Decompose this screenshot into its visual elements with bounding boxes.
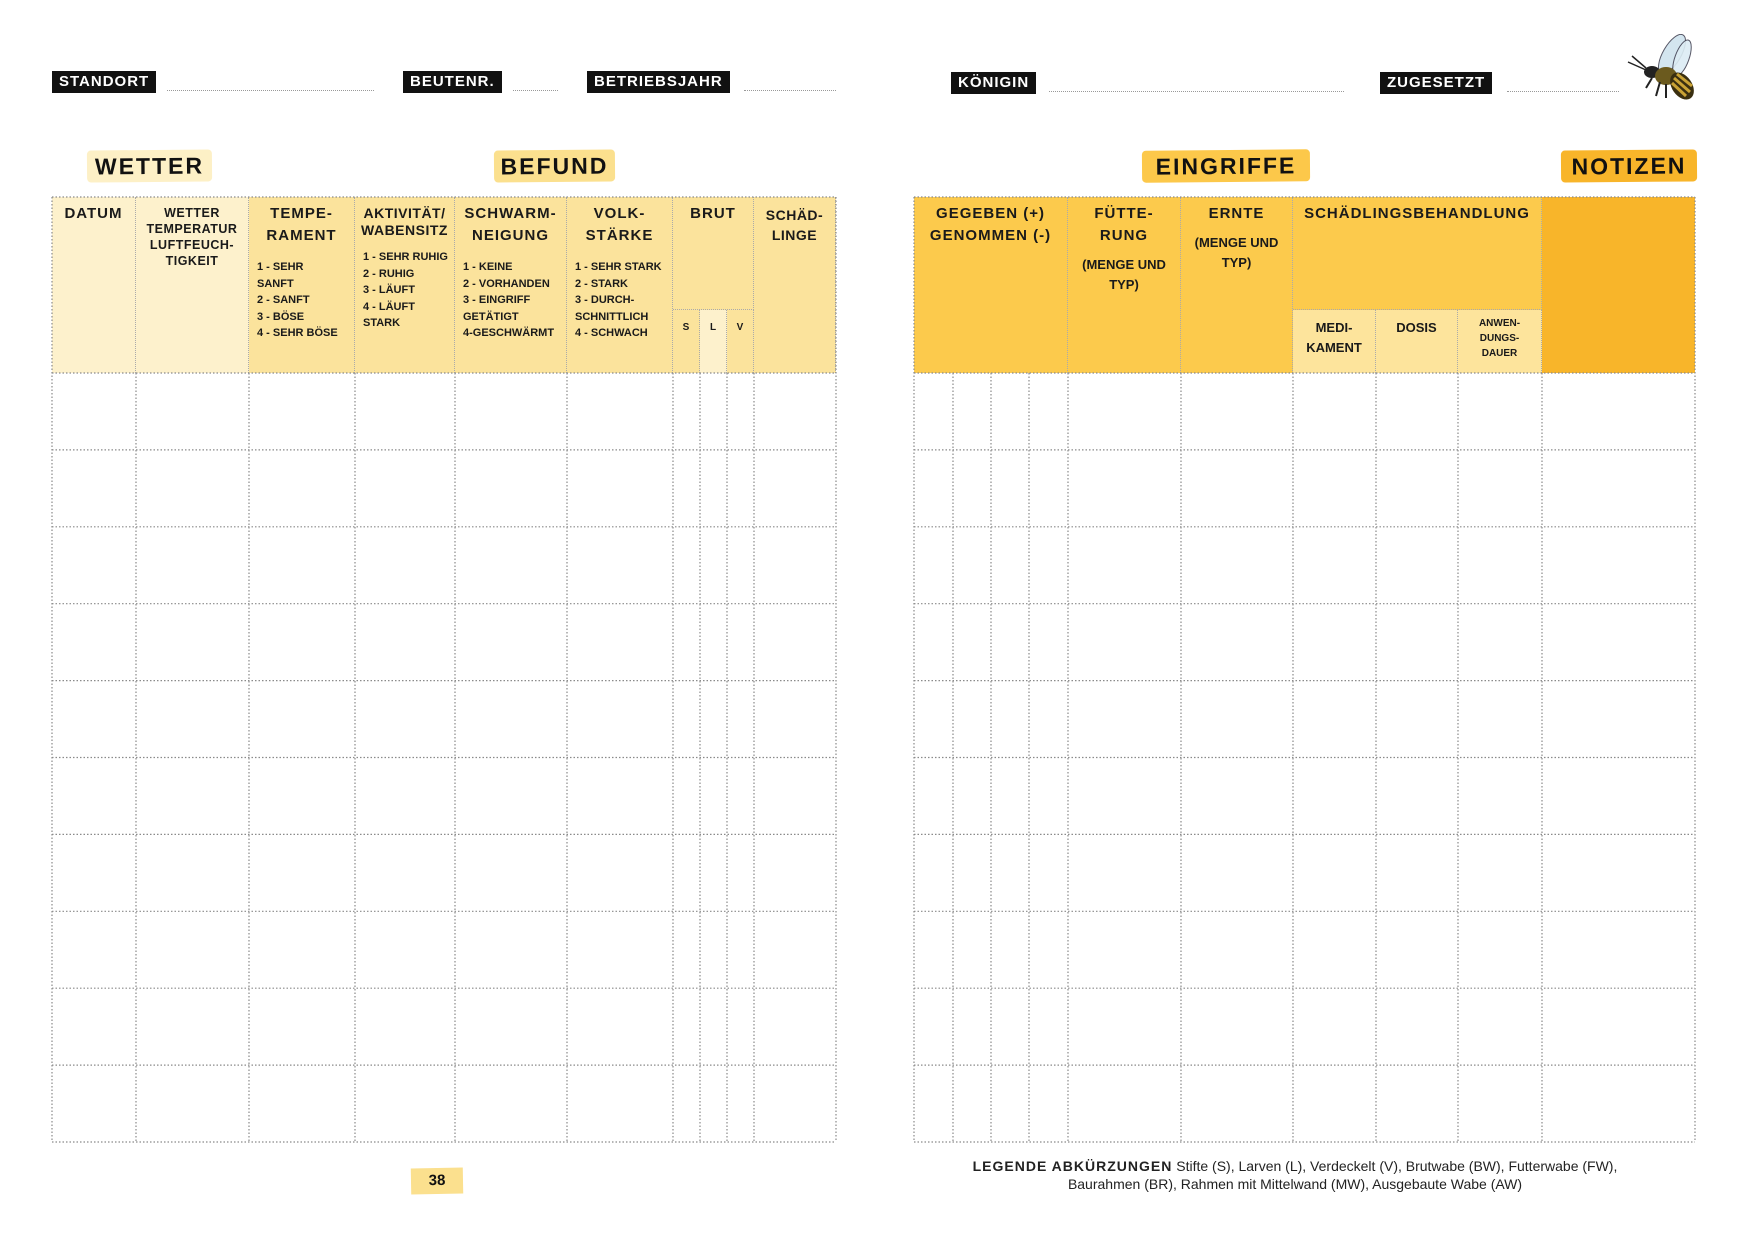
col-schwarmneigung: SCHWARM- NEIGUNG 1 - KEINE 2 - VORHANDEN… [455,197,567,373]
col-gegeben-label: GEGEBEN (+) GENOMMEN (-) [929,205,1052,244]
zugesetzt-field[interactable] [1507,91,1619,92]
volk-scale: 1 - SEHR STARK 2 - STARK 3 - DURCH- SCHN… [575,261,662,339]
brut-s-label: S [682,322,690,333]
betriebsjahr-label: BETRIEBSJAHR [587,71,730,93]
col-dosis: DOSIS [1376,310,1458,373]
col-gegeben-genommen: GEGEBEN (+) GENOMMEN (-) [914,197,1068,373]
col-ernte-label: ERNTE [1208,205,1265,222]
col-brut-v: V [727,310,754,373]
standort-field[interactable] [167,90,374,91]
col-wetter: WETTER TEMPERATUR LUFTFEUCH- TIGKEIT [136,197,249,373]
col-brut-l: L [700,310,727,373]
temperament-scale: 1 - SEHR SANFT 2 - SANFT 3 - BÖSE 4 - SE… [257,261,338,339]
col-brut-s: S [673,310,700,373]
dauer-label: ANWEN- DUNGS- DAUER [1478,318,1521,359]
betriebsjahr-field[interactable] [744,90,836,91]
col-schaedlinge: SCHÄD- LINGE [754,197,836,373]
beutenr-label: BEUTENR. [403,71,502,93]
col-volk-label: VOLK- STÄRKE [585,205,654,244]
col-schaedlinge-label: SCHÄD- LINGE [765,207,824,243]
col-schaedlingsbehandlung-label: SCHÄDLINGSBEHANDLUNG [1304,205,1530,222]
brut-v-label: V [736,322,744,333]
aktivitaet-scale: 1 - SEHR RUHIG 2 - RUHIG 3 - LÄUFT 4 - L… [363,251,448,329]
col-schaedlingsbehandlung: SCHÄDLINGSBEHANDLUNG [1293,197,1542,310]
schwarm-scale: 1 - KEINE 2 - VORHANDEN 3 - EINGRIFF GET… [463,261,555,339]
col-notizen [1542,197,1695,373]
brut-l-label: L [709,322,717,333]
fuetterung-sub: (MENGE UND TYP) [1082,257,1166,292]
medikament-label: MEDI- KAMENT [1306,320,1362,355]
col-schwarm-label: SCHWARM- NEIGUNG [464,205,557,244]
col-temperament-label: TEMPE- RAMENT [266,205,337,244]
koenigin-label: KÖNIGIN [951,72,1037,94]
col-ernte: ERNTE (MENGE UND TYP) [1181,197,1293,373]
koenigin-field[interactable] [1049,91,1344,92]
col-fuetterung-label: FÜTTE- RUNG [1094,205,1154,244]
col-aktivitaet: AKTIVITÄT/ WABENSITZ 1 - SEHR RUHIG 2 - … [355,197,455,373]
legend: LEGENDE ABKÜRZUNGEN Stifte (S), Larven (… [900,1157,1690,1193]
beutenr-field[interactable] [513,90,558,91]
col-volkstaerke: VOLK- STÄRKE 1 - SEHR STARK 2 - STARK 3 … [567,197,673,373]
standort-label: STANDORT [52,71,157,93]
page-number: 38 [410,1167,464,1195]
col-wetter-label: WETTER TEMPERATUR LUFTFEUCH- TIGKEIT [146,206,238,268]
col-temperament: TEMPE- RAMENT 1 - SEHR SANFT 2 - SANFT 3… [249,197,355,373]
legend-line1: Stifte (S), Larven (L), Verdeckelt (V), … [1176,1158,1618,1174]
zugesetzt-label: ZUGESETZT [1380,72,1493,94]
legend-title: LEGENDE ABKÜRZUNGEN [972,1158,1173,1174]
bee-icon [1627,34,1694,100]
legend-line2: Baurahmen (BR), Rahmen mit Mittelwand (M… [1067,1176,1523,1192]
col-datum-label: DATUM [64,205,123,222]
col-aktivitaet-label: AKTIVITÄT/ WABENSITZ [361,205,448,238]
col-datum: DATUM [52,197,136,373]
ernte-sub: (MENGE UND TYP) [1194,235,1279,270]
dosis-label: DOSIS [1396,320,1437,335]
col-brut: BRUT [673,197,754,310]
col-fuetterung: FÜTTE- RUNG (MENGE UND TYP) [1068,197,1181,373]
col-brut-label: BRUT [690,205,736,222]
col-anwendungsdauer: ANWEN- DUNGS- DAUER [1458,310,1542,373]
col-medikament: MEDI- KAMENT [1293,310,1376,373]
